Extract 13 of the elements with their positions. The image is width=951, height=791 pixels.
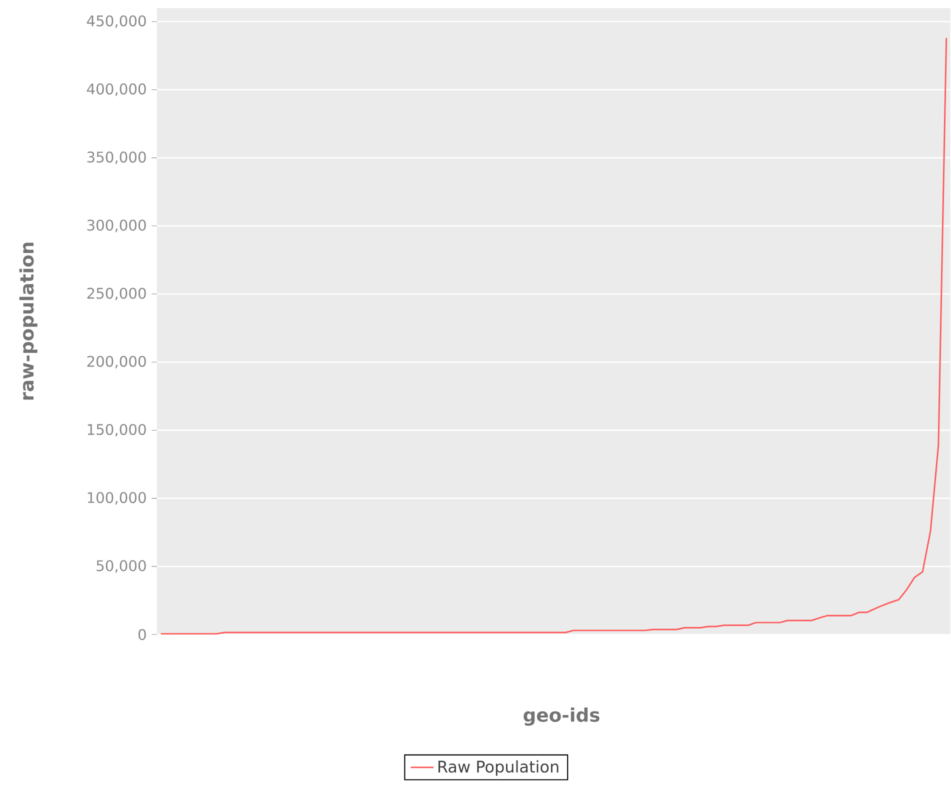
y-tick-label: 450,000 [86, 15, 146, 28]
y-tick-label: 300,000 [87, 219, 146, 232]
y-tick-label: 200,000 [87, 356, 146, 368]
y-tick-label: 50,000 [96, 560, 146, 573]
y-tick-label: 400,000 [86, 83, 146, 96]
y-tick-label: 150,000 [88, 424, 146, 436]
legend-label: Raw Population [438, 760, 558, 776]
y-tick-label: 100,000 [88, 492, 146, 504]
x-axis-title: geo-ids [524, 707, 600, 726]
y-axis-title: raw-population [19, 242, 38, 400]
y-tick-label: 250,000 [87, 288, 146, 300]
y-tick-label: 0 [138, 628, 146, 640]
y-tick-label: 350,000 [87, 151, 146, 164]
